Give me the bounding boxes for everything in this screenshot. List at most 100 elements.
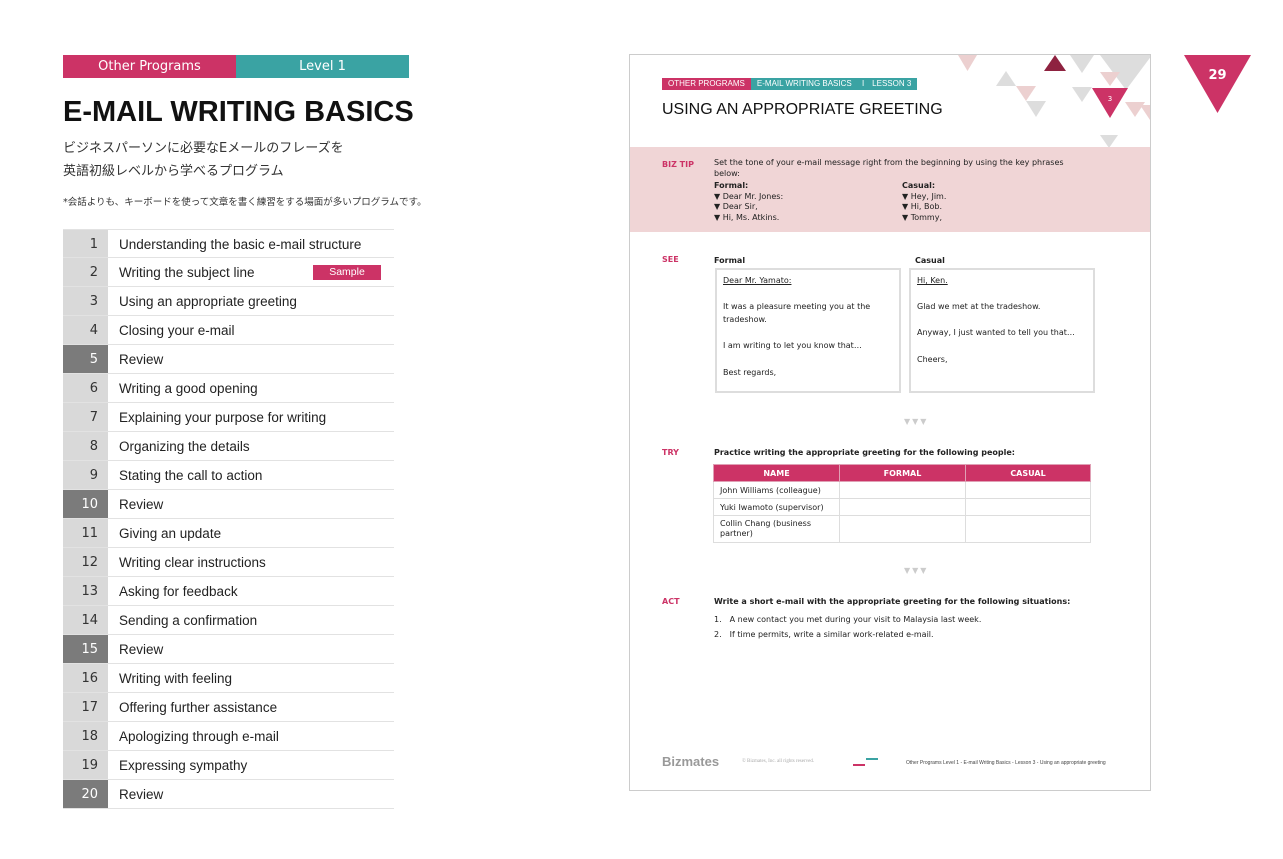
lesson-number: 11	[63, 519, 108, 547]
table-row: Yuki Iwamoto (supervisor)	[713, 498, 1091, 516]
lesson-row: 2 Writing the subject line Sample	[63, 258, 394, 287]
lesson-title-cell: Sending a confirmation	[108, 606, 394, 634]
lesson-number: 1	[63, 230, 108, 257]
formal-email-example: Dear Mr. Yamato: It was a pleasure meeti…	[715, 268, 901, 393]
table-row: John Williams (colleague)	[713, 481, 1091, 499]
biz-tip-section: BIZ TIP Set the tone of your e-mail mess…	[630, 147, 1150, 232]
table-row: Collin Chang (business partner)	[713, 515, 1091, 543]
lesson-row: 13 Asking for feedback	[63, 577, 394, 606]
lesson-row: 15 Review	[63, 635, 394, 664]
lesson-row: 5 Review	[63, 345, 394, 374]
lesson-title-cell: Giving an update	[108, 519, 394, 547]
lesson-title-cell: Apologizing through e-mail	[108, 722, 394, 750]
lesson-title-cell: Review	[108, 345, 394, 373]
lesson-number: 5	[63, 345, 108, 373]
casual-phrases: Casual: ▼ Hey, Jim. ▼ Hi, Bob. ▼ Tommy,	[902, 181, 946, 223]
lesson-row: 7 Explaining your purpose for writing	[63, 403, 394, 432]
lesson-number: 20	[63, 780, 108, 808]
lesson-number: 6	[63, 374, 108, 402]
lesson-row: 6 Writing a good opening	[63, 374, 394, 403]
lesson-title: Closing your e-mail	[119, 323, 235, 338]
lesson-row: 14 Sending a confirmation	[63, 606, 394, 635]
lesson-title: Writing with feeling	[119, 671, 233, 686]
casual-label: Casual:	[902, 181, 936, 190]
email-line: Cheers,	[917, 355, 948, 364]
lesson-number: 3	[63, 287, 108, 315]
lesson-title-cell: Asking for feedback	[108, 577, 394, 605]
lesson-title: Review	[119, 642, 164, 657]
lesson-title: Review	[119, 352, 164, 367]
lesson-number: 3	[1108, 95, 1112, 103]
footer-breadcrumb: Other Programs Level 1 - E-mail Writing …	[906, 760, 1106, 766]
program-tag: Other Programs	[63, 55, 236, 78]
lesson-title: Writing clear instructions	[119, 555, 266, 570]
lesson-number: 14	[63, 606, 108, 634]
lesson-title: Review	[119, 497, 164, 512]
formal-label: Formal:	[714, 181, 749, 190]
doc-tag-bar: OTHER PROGRAMS E-MAIL WRITING BASICS I L…	[662, 78, 918, 90]
lesson-number: 15	[63, 635, 108, 663]
lesson-title-cell: Using an appropriate greeting	[108, 287, 394, 315]
lesson-number: 8	[63, 432, 108, 460]
lesson-title: Explaining your purpose for writing	[119, 410, 327, 425]
formal-cell	[839, 515, 966, 543]
lesson-number: 7	[63, 403, 108, 431]
name-cell: John Williams (colleague)	[713, 481, 840, 499]
level-tag: Level 1	[236, 55, 409, 78]
page-number-badge: 29	[1184, 55, 1251, 113]
email-line: I am writing to let you know that…	[723, 341, 862, 350]
lesson-title: Using an appropriate greeting	[119, 294, 297, 309]
lesson-title-cell: Review	[108, 490, 394, 518]
subtitle-line: 英語初級レベルから学べるプログラム	[63, 164, 284, 179]
lesson-number: 10	[63, 490, 108, 518]
lesson-title: Offering further assistance	[119, 700, 278, 715]
lesson-title-cell: Stating the call to action	[108, 461, 394, 489]
lesson-row: 17 Offering further assistance	[63, 693, 394, 722]
lesson-title-cell: Writing clear instructions	[108, 548, 394, 576]
lesson-title-cell: Explaining your purpose for writing	[108, 403, 394, 431]
lesson-title-cell: Closing your e-mail	[108, 316, 394, 344]
lesson-row: 19 Expressing sympathy	[63, 751, 394, 780]
lesson-row: 4 Closing your e-mail	[63, 316, 394, 345]
name-cell: Yuki Iwamoto (supervisor)	[713, 498, 840, 516]
lesson-row: 8 Organizing the details	[63, 432, 394, 461]
lesson-title: Expressing sympathy	[119, 758, 248, 773]
decorative-triangles: 3	[958, 55, 1150, 148]
phrase: ▼ Hey, Jim.	[902, 191, 947, 201]
divider-arrows: ▼▼▼	[904, 417, 929, 426]
formal-cell	[839, 481, 966, 499]
formal-cell	[839, 498, 966, 516]
divider-arrows: ▼▼▼	[904, 566, 929, 575]
see-casual-label: Casual	[915, 256, 945, 265]
act-instruction: Write a short e-mail with the appropriat…	[714, 597, 1071, 606]
lesson-number: 9	[63, 461, 108, 489]
program-tag-bar: Other Programs Level 1	[63, 55, 409, 78]
column-header: NAME	[713, 464, 840, 482]
lesson-row: 9 Stating the call to action	[63, 461, 394, 490]
phrase: ▼ Hi, Ms. Atkins.	[714, 212, 780, 222]
copyright: © Bizmates, Inc. all rights reserved.	[742, 759, 815, 764]
biz-tip-label: BIZ TIP	[662, 160, 694, 169]
lesson-title: Giving an update	[119, 526, 222, 541]
lesson-row: 3 Using an appropriate greeting	[63, 287, 394, 316]
sample-button[interactable]: Sample	[313, 265, 381, 280]
lesson-title-cell: Review	[108, 635, 394, 663]
lesson-row: 10 Review	[63, 490, 394, 519]
lesson-title: Writing the subject line	[119, 265, 255, 280]
phrase: ▼ Hi, Bob.	[902, 202, 943, 211]
try-instruction: Practice writing the appropriate greetin…	[714, 448, 1015, 457]
lesson-row: 16 Writing with feeling	[63, 664, 394, 693]
lesson-title: Review	[119, 787, 164, 802]
footer-mark-pink	[853, 764, 865, 766]
lesson-title: Apologizing through e-mail	[119, 729, 279, 744]
email-line: It was a pleasure meeting you at the tra…	[723, 302, 871, 324]
column-header: CASUAL	[965, 464, 1091, 482]
email-line: Best regards,	[723, 368, 777, 377]
lesson-number: 13	[63, 577, 108, 605]
phrase: ▼ Tommy,	[902, 212, 942, 222]
casual-cell	[965, 498, 1091, 516]
lesson-number: 17	[63, 693, 108, 721]
lesson-row: 11 Giving an update	[63, 519, 394, 548]
lesson-title-cell: Writing with feeling	[108, 664, 394, 692]
casual-email-example: Hi, Ken. Glad we met at the tradeshow. A…	[909, 268, 1095, 393]
